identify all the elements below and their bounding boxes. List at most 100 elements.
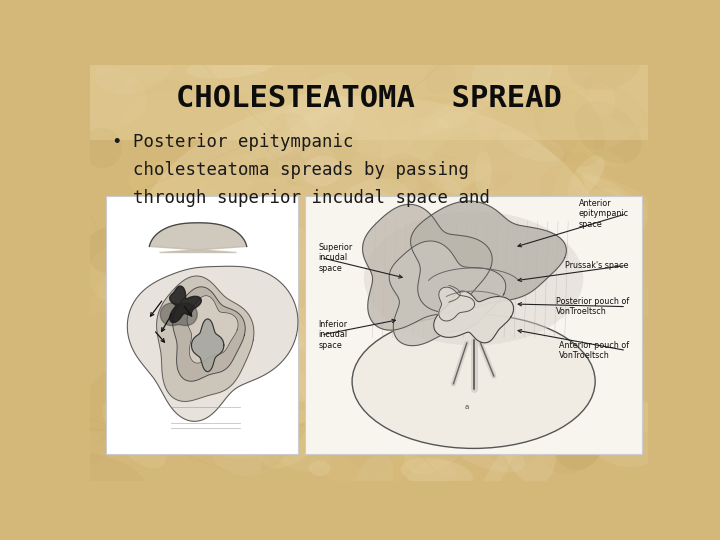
Ellipse shape [186, 54, 276, 79]
Ellipse shape [309, 461, 330, 476]
Ellipse shape [576, 166, 634, 221]
Ellipse shape [354, 222, 371, 235]
Ellipse shape [234, 224, 320, 286]
Ellipse shape [325, 226, 374, 262]
Ellipse shape [499, 389, 601, 444]
Bar [106, 196, 298, 454]
Ellipse shape [95, 43, 174, 94]
Ellipse shape [362, 376, 411, 427]
Ellipse shape [171, 225, 218, 260]
Polygon shape [173, 287, 246, 381]
Ellipse shape [583, 78, 648, 128]
Polygon shape [433, 291, 513, 343]
Ellipse shape [437, 113, 469, 128]
Ellipse shape [245, 123, 315, 163]
Ellipse shape [562, 205, 641, 235]
Text: through superior incudal space and: through superior incudal space and [112, 189, 490, 207]
Ellipse shape [289, 306, 373, 335]
Text: a: a [464, 404, 469, 410]
Ellipse shape [482, 405, 551, 466]
Ellipse shape [581, 258, 603, 276]
Ellipse shape [585, 57, 618, 96]
Ellipse shape [456, 343, 502, 380]
Ellipse shape [400, 172, 421, 235]
Ellipse shape [582, 173, 636, 201]
Ellipse shape [618, 397, 656, 434]
Ellipse shape [474, 151, 491, 194]
Ellipse shape [353, 281, 392, 310]
Ellipse shape [236, 154, 306, 179]
Ellipse shape [246, 98, 291, 132]
Ellipse shape [562, 391, 630, 437]
Ellipse shape [472, 43, 552, 105]
Ellipse shape [602, 346, 675, 401]
Ellipse shape [384, 364, 462, 391]
Ellipse shape [291, 72, 354, 122]
Polygon shape [438, 287, 474, 321]
Ellipse shape [198, 154, 258, 210]
Ellipse shape [63, 67, 147, 129]
Ellipse shape [381, 446, 412, 492]
Ellipse shape [590, 253, 649, 294]
Ellipse shape [103, 396, 166, 468]
Ellipse shape [543, 413, 606, 474]
Ellipse shape [261, 422, 307, 471]
Polygon shape [161, 303, 197, 326]
Ellipse shape [573, 199, 647, 274]
Ellipse shape [462, 334, 508, 392]
Ellipse shape [459, 280, 552, 347]
Ellipse shape [128, 161, 207, 203]
Ellipse shape [190, 423, 260, 458]
Ellipse shape [242, 190, 261, 239]
Ellipse shape [87, 241, 175, 308]
Ellipse shape [78, 360, 153, 433]
Ellipse shape [417, 165, 463, 194]
Ellipse shape [344, 359, 417, 404]
Ellipse shape [130, 80, 206, 100]
Ellipse shape [93, 86, 175, 160]
Ellipse shape [286, 90, 354, 141]
Ellipse shape [355, 454, 394, 505]
Ellipse shape [547, 82, 590, 113]
Ellipse shape [400, 458, 473, 489]
Text: Prussak's space: Prussak's space [565, 261, 629, 270]
Ellipse shape [494, 344, 557, 379]
Ellipse shape [160, 179, 251, 237]
Ellipse shape [474, 438, 518, 510]
Ellipse shape [377, 325, 430, 343]
Ellipse shape [308, 350, 392, 392]
Ellipse shape [306, 258, 356, 303]
Ellipse shape [552, 276, 606, 344]
Ellipse shape [354, 307, 387, 319]
Ellipse shape [365, 206, 446, 239]
Ellipse shape [400, 244, 471, 300]
Ellipse shape [346, 350, 382, 386]
Ellipse shape [324, 86, 388, 144]
Ellipse shape [441, 259, 496, 321]
Ellipse shape [313, 316, 351, 352]
Ellipse shape [588, 401, 672, 467]
Polygon shape [410, 201, 567, 313]
Polygon shape [149, 223, 247, 253]
Ellipse shape [266, 409, 332, 472]
Ellipse shape [246, 151, 280, 191]
Ellipse shape [339, 178, 410, 226]
Text: Superior
incudal
space: Superior incudal space [318, 243, 353, 273]
Ellipse shape [45, 291, 140, 319]
Ellipse shape [567, 154, 605, 200]
Ellipse shape [245, 86, 257, 172]
Ellipse shape [197, 335, 230, 359]
Ellipse shape [278, 142, 337, 185]
Ellipse shape [541, 241, 603, 296]
Ellipse shape [371, 213, 436, 252]
Ellipse shape [423, 337, 449, 349]
Ellipse shape [262, 341, 336, 426]
Polygon shape [390, 241, 505, 346]
Ellipse shape [328, 240, 355, 266]
Bar [90, 65, 648, 140]
Ellipse shape [253, 303, 327, 355]
Ellipse shape [498, 130, 564, 162]
Ellipse shape [500, 402, 556, 485]
Ellipse shape [99, 395, 161, 441]
Ellipse shape [578, 306, 616, 364]
